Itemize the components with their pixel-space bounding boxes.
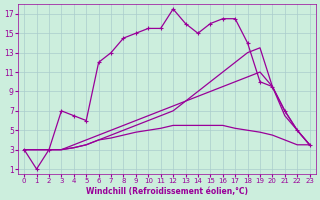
X-axis label: Windchill (Refroidissement éolien,°C): Windchill (Refroidissement éolien,°C) xyxy=(86,187,248,196)
